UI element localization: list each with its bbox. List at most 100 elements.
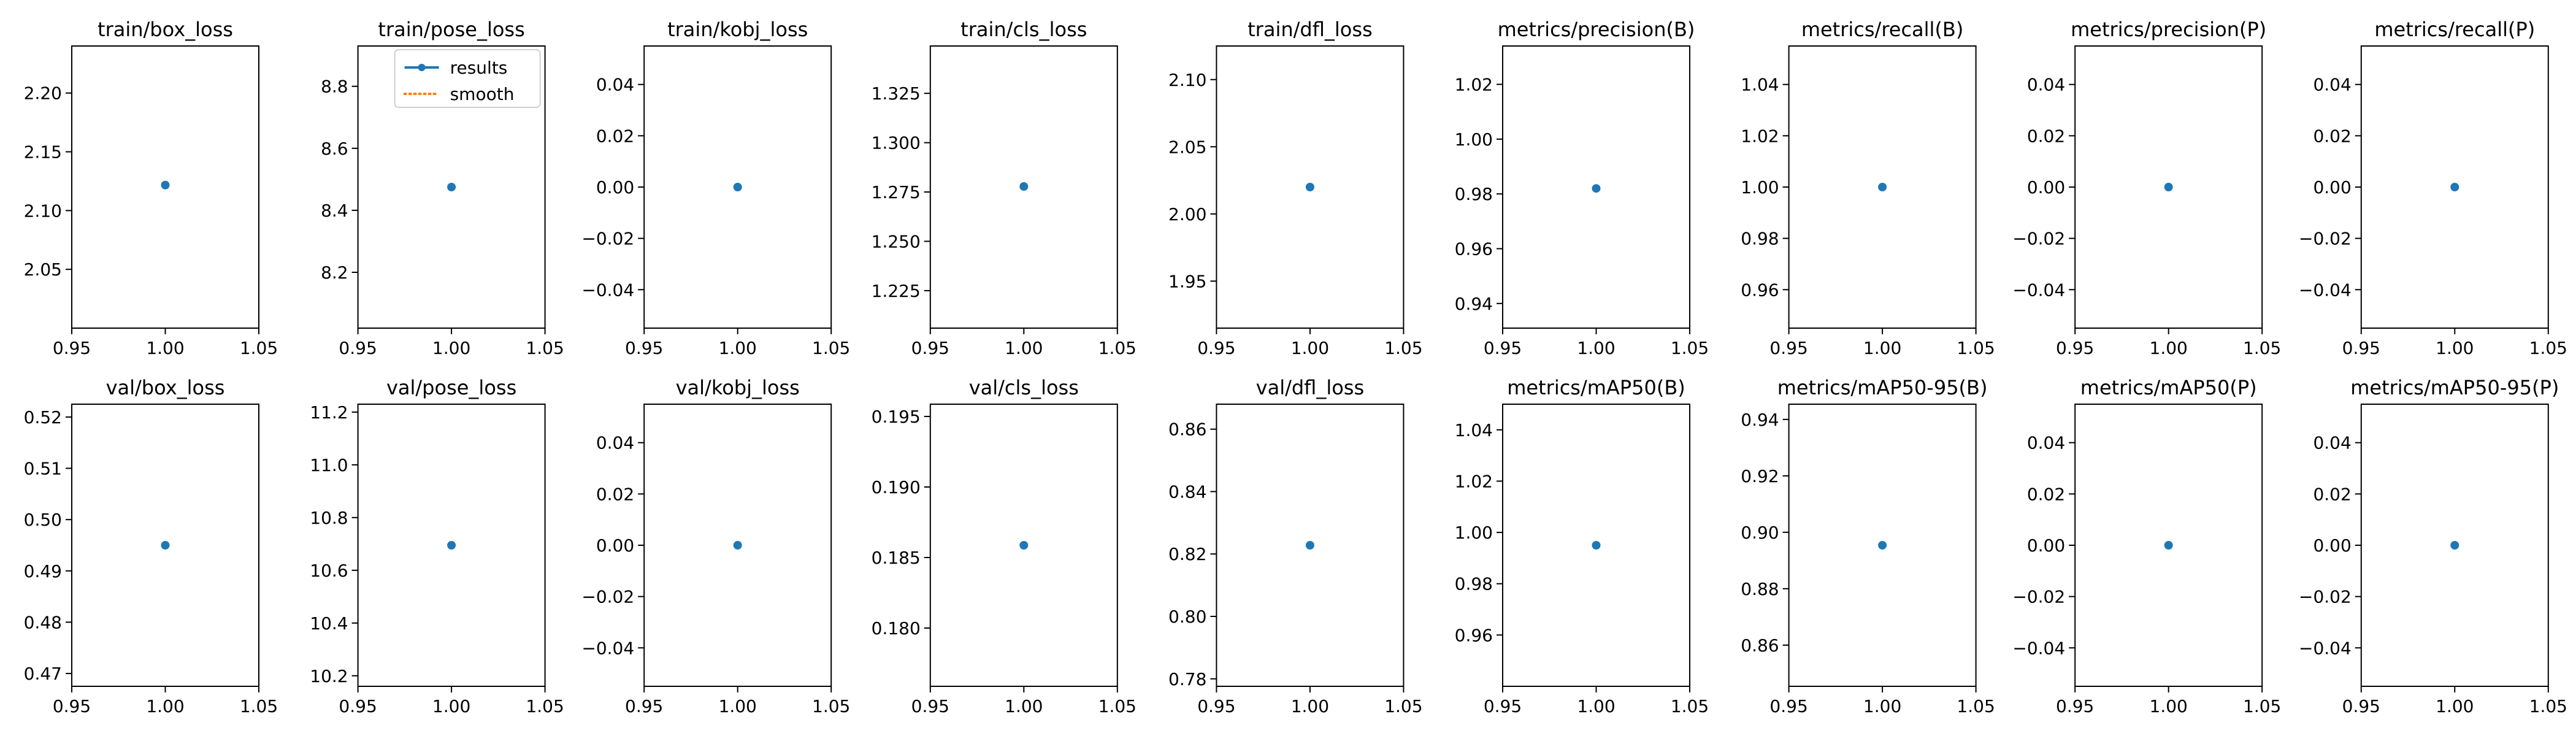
y-tick-label: −0.02 xyxy=(581,229,634,249)
x-tick-label: 1.05 xyxy=(1671,696,1709,716)
subplot-16: metrics/mAP50(P) −0.04 −0.02 0.00 0.02 0.04 0.… xyxy=(2012,376,2281,716)
y-tick-label: 11.2 xyxy=(310,402,348,423)
y-tick-label: 0.00 xyxy=(2313,177,2351,197)
y-tick-label: 0.00 xyxy=(596,535,634,556)
y-tick-label: −0.02 xyxy=(2299,229,2352,249)
x-tick-label: 1.05 xyxy=(2529,338,2567,358)
x-tick-label: 0.95 xyxy=(911,696,949,716)
x-tick-label: 1.00 xyxy=(432,696,470,716)
y-tick-label: 0.82 xyxy=(1168,544,1206,564)
x-tick-label: 1.00 xyxy=(432,338,470,358)
data-point xyxy=(733,541,742,550)
x-tick-label: 1.00 xyxy=(719,338,757,358)
y-tick-label: 0.86 xyxy=(1168,420,1206,440)
y-tick-label: 0.49 xyxy=(24,561,62,581)
x-tick-label: 1.05 xyxy=(526,696,564,716)
plot-title: metrics/recall(B) xyxy=(1801,18,1964,41)
y-tick-label: 1.04 xyxy=(1455,420,1493,440)
plot-title: val/dfl_loss xyxy=(1256,376,1365,399)
plot-title: train/pose_loss xyxy=(378,18,524,41)
subplot-4: train/dfl_loss 1.95 2.00 2.05 2.10 0.95 1.00 1.… xyxy=(1168,18,1423,358)
plot-title: metrics/recall(P) xyxy=(2374,18,2535,41)
x-tick-label: 0.95 xyxy=(53,338,91,358)
y-tick-label: −0.04 xyxy=(2012,280,2065,300)
plot-title: metrics/mAP50-95(P) xyxy=(2350,376,2559,399)
y-tick-label: 0.02 xyxy=(2027,484,2065,504)
plot-title: metrics/mAP50(P) xyxy=(2080,376,2257,399)
y-tick-label: 1.04 xyxy=(1741,75,1779,95)
y-tick-label: 8.2 xyxy=(321,263,348,283)
x-tick-label: 1.05 xyxy=(1098,338,1137,358)
y-tick-label: 0.96 xyxy=(1741,280,1779,300)
y-tick-label: 2.05 xyxy=(24,259,62,280)
x-tick-label: 0.95 xyxy=(625,696,663,716)
subplot-6: metrics/recall(B) 0.96 0.98 1.00 1.02 1.04 0.9… xyxy=(1741,18,1995,358)
y-tick-label: −0.04 xyxy=(2299,638,2352,658)
data-point xyxy=(1019,541,1029,550)
x-tick-label: 0.95 xyxy=(1484,696,1522,716)
y-tick-label: 0.04 xyxy=(2313,75,2351,95)
x-tick-label: 0.95 xyxy=(1769,338,1807,358)
subplot-10: val/pose_loss 10.2 10.4 10.6 10.8 11.0 11.2 0.9… xyxy=(310,376,564,716)
y-tick-label: 1.95 xyxy=(1168,271,1206,291)
legend-item-smooth: smooth xyxy=(403,84,514,104)
x-tick-label: 1.05 xyxy=(2529,696,2567,716)
y-tick-label: 10.4 xyxy=(310,613,348,634)
subplot-12: val/cls_loss 0.180 0.185 0.190 0.195 0.95 1.00… xyxy=(872,376,1137,716)
x-tick-label: 1.00 xyxy=(1577,338,1615,358)
x-tick-label: 1.05 xyxy=(812,696,850,716)
y-tick-label: 2.10 xyxy=(1168,70,1206,90)
y-tick-label: 0.04 xyxy=(596,433,634,453)
y-tick-label: 0.80 xyxy=(1168,607,1206,627)
subplot-17: metrics/mAP50-95(P) −0.04 −0.02 0.00 0.02 0.0… xyxy=(2299,376,2567,716)
y-tick-label: 2.15 xyxy=(24,142,62,163)
y-tick-label: 0.04 xyxy=(2313,433,2351,453)
y-tick-label: 8.6 xyxy=(321,139,348,159)
y-tick-label: 0.00 xyxy=(2027,535,2065,556)
y-tick-label: 0.98 xyxy=(1455,574,1493,594)
plot-title: metrics/mAP50(B) xyxy=(1507,376,1685,399)
y-tick-label: −0.04 xyxy=(2299,280,2352,300)
y-tick-label: 1.250 xyxy=(872,231,921,251)
x-tick-label: 0.95 xyxy=(911,338,949,358)
data-point xyxy=(2164,183,2173,191)
data-point xyxy=(2450,183,2459,191)
x-tick-label: 0.95 xyxy=(339,696,377,716)
x-tick-label: 0.95 xyxy=(2342,338,2380,358)
x-tick-label: 1.05 xyxy=(240,338,278,358)
x-tick-label: 1.00 xyxy=(2150,338,2188,358)
x-tick-label: 1.05 xyxy=(1671,338,1709,358)
legend-item-results: results xyxy=(404,58,507,78)
y-tick-label: 0.48 xyxy=(24,612,62,632)
y-tick-label: −0.02 xyxy=(581,587,634,607)
y-tick-label: −0.04 xyxy=(581,638,634,658)
x-tick-label: 1.00 xyxy=(1291,338,1329,358)
y-tick-label: 1.325 xyxy=(872,83,921,104)
plot-title: metrics/precision(B) xyxy=(1498,18,1695,41)
x-tick-label: 1.05 xyxy=(1384,696,1422,716)
y-tick-label: 10.2 xyxy=(310,666,348,686)
y-tick-label: 0.51 xyxy=(24,459,62,479)
plot-title: val/kobj_loss xyxy=(676,376,800,399)
legend-marker xyxy=(418,64,426,71)
plot-title: val/box_loss xyxy=(106,376,225,399)
plot-title: val/cls_loss xyxy=(969,376,1079,399)
y-tick-label: 0.04 xyxy=(2027,433,2065,453)
data-point xyxy=(2164,541,2173,550)
subplot-0: train/box_loss 2.05 2.10 2.15 2.20 0.95 1.00 1.… xyxy=(24,18,278,358)
data-point xyxy=(1592,184,1601,193)
x-tick-label: 1.00 xyxy=(2436,696,2474,716)
data-point xyxy=(161,180,170,190)
x-tick-label: 1.05 xyxy=(1098,696,1137,716)
data-point xyxy=(447,541,456,550)
x-tick-label: 1.05 xyxy=(1957,696,1995,716)
data-point xyxy=(1592,541,1601,550)
y-tick-label: 0.02 xyxy=(2313,484,2351,504)
y-tick-label: 1.02 xyxy=(1455,471,1493,491)
plot-title: train/cls_loss xyxy=(960,18,1087,41)
x-tick-label: 1.00 xyxy=(146,338,184,358)
y-tick-label: −0.04 xyxy=(2012,638,2065,658)
y-tick-label: 10.6 xyxy=(310,561,348,581)
x-tick-label: 1.05 xyxy=(240,696,278,716)
